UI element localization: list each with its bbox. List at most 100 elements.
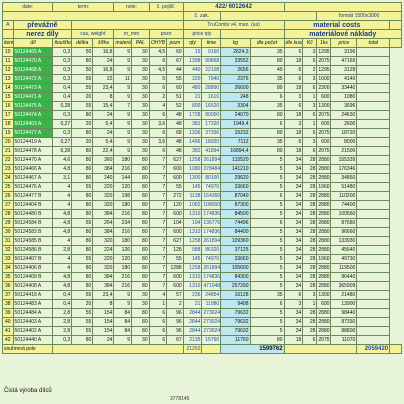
- cell-c: 2656: [220, 65, 251, 75]
- cell-d: 5: [249, 326, 285, 336]
- cell-w: 80: [71, 191, 94, 201]
- table-row: 17 50124474 A 0,3 80 24 9 30 6 48 1728 80000 24070 8…: [2, 110, 402, 120]
- cell-e: 34: [283, 263, 304, 273]
- table-row: 36 50124408 A 4,8 80 384 216 80 7 600 1310 471048 2…: [2, 281, 402, 291]
- cell-g: 2880: [316, 218, 332, 228]
- cell-x: 6: [148, 308, 168, 318]
- cell-x: 7: [148, 272, 168, 282]
- cell-m: 11: [113, 74, 133, 84]
- cell-l: 16,8: [92, 65, 115, 75]
- cell-c: 15232: [220, 128, 251, 138]
- cell-g: 2880: [316, 281, 332, 291]
- cell-f: 28: [302, 173, 318, 183]
- table-row: 12 50124468 A 0,3 50 16,8 9 30 4,5 44 440 22108 265…: [2, 65, 402, 75]
- cell-q: 67: [166, 56, 184, 66]
- cell-t: 0,27: [52, 119, 73, 129]
- cell-x: 6: [148, 128, 168, 138]
- cell-e: 34: [283, 326, 304, 336]
- trucomb-label: TruCombi v4, man. (as): [182, 20, 285, 30]
- term-label: term:: [52, 2, 115, 12]
- cell-d: 6: [249, 218, 285, 228]
- cell-t: 0,3: [52, 74, 73, 84]
- cell-l: 220: [92, 254, 115, 264]
- cell-c: 79632: [220, 308, 251, 318]
- cell-e: 6: [283, 65, 304, 75]
- cell-f: 2: [302, 65, 318, 75]
- cell-f: 3: [302, 101, 318, 111]
- table-row: 10 50124465 A 0,3 50 16,8 9 30 4,5 60 15 9160 2624,…: [2, 47, 402, 57]
- cell-a: 1258: [182, 155, 203, 165]
- cell-g: 2880: [316, 326, 332, 336]
- cell-kg: 273024: [201, 308, 222, 318]
- cell-a: 236: [182, 290, 203, 300]
- cell-p: 30: [131, 137, 150, 147]
- cell-q: 96: [166, 326, 184, 336]
- cell-l: 23,4: [92, 290, 115, 300]
- cell-m: 9: [113, 47, 133, 57]
- material-costs-subtitle: materiálové náklady: [283, 29, 403, 39]
- cell-a: 220: [182, 74, 203, 84]
- cell-p: 30: [131, 74, 150, 84]
- cell-l: 24: [92, 110, 115, 120]
- cell-x: 6: [148, 335, 168, 345]
- header-row-3: A převážně TruCombi v4, man. (as) materi…: [2, 20, 402, 30]
- cell-kg: 136776: [201, 218, 222, 228]
- cell-p: 30: [131, 335, 150, 345]
- cell-part: 50124418 A: [12, 290, 54, 300]
- cell-h: 3196: [330, 47, 358, 57]
- cell-g: 2075: [316, 56, 332, 66]
- cell-q: 627: [166, 155, 184, 165]
- cell-d: 80: [249, 83, 285, 93]
- cell-m: 9: [113, 83, 133, 93]
- ref-number: 422/ 6012642: [182, 2, 285, 12]
- cell-x: 6: [148, 317, 168, 327]
- cell-c: 84300: [220, 272, 251, 282]
- cell-d: 5: [249, 254, 285, 264]
- cell-t: 4,8: [52, 209, 73, 219]
- cell-w: 80: [71, 56, 94, 66]
- cell-a: 1336: [182, 128, 203, 138]
- cell-f: 1: [302, 92, 318, 102]
- cell-kg: 74970: [201, 182, 222, 192]
- cell-n: 32: [2, 245, 14, 255]
- cell-m: 9: [113, 335, 133, 345]
- table-row: 29 50124584 B 4,8 55 264 234 80 7 104 194 136776 74…: [2, 218, 402, 228]
- cell-l: 15,4: [92, 101, 115, 111]
- cell-n: 12: [2, 65, 14, 75]
- cell-w: 80: [71, 128, 94, 138]
- pozn-label: pozn: [148, 29, 184, 39]
- cell-p: 80: [131, 191, 150, 201]
- cell-m: 180: [113, 263, 133, 273]
- cell-n: 40: [2, 317, 14, 327]
- cell-h: 119500: [330, 263, 358, 273]
- cell-a: 2135: [182, 335, 203, 345]
- cell-x: 7: [148, 218, 168, 228]
- cell-a: 1728: [182, 110, 203, 120]
- cell-p: 80: [131, 227, 150, 237]
- cell-kg: 15760: [201, 335, 222, 345]
- cell-l: 5,4: [92, 119, 115, 129]
- col-kc: Kč: [302, 38, 318, 48]
- cell-f: 28: [302, 182, 318, 192]
- cell-m: 216: [113, 272, 133, 282]
- col-dle-pocet: dle počet: [249, 38, 285, 48]
- cell-m: 198: [113, 191, 133, 201]
- cell-g: 600: [316, 137, 332, 147]
- cell-part: 50124403 A: [12, 119, 54, 129]
- cell-w: 80: [71, 236, 94, 246]
- cell-l: 16,8: [92, 47, 115, 57]
- cell-f: 3: [302, 137, 318, 147]
- col-dle-kusu: dle kusu: [283, 38, 304, 48]
- cell-w: 80: [71, 155, 94, 165]
- cell-g: 1300: [316, 290, 332, 300]
- cell-m: 216: [113, 281, 133, 291]
- cell-q: 627: [166, 236, 184, 246]
- cell-a: 1310: [182, 227, 203, 237]
- cell-d: 80: [249, 110, 285, 120]
- cell-m: 234: [113, 218, 133, 228]
- cell-kg: 74970: [201, 254, 222, 264]
- cell-w: 80: [71, 200, 94, 210]
- cell-f: 28: [302, 200, 318, 210]
- cell-h: 133930: [330, 236, 358, 246]
- table-row: 18 50124403 A 0,27 20 5,4 9 30 3,6 48 381 17320 194…: [2, 119, 402, 129]
